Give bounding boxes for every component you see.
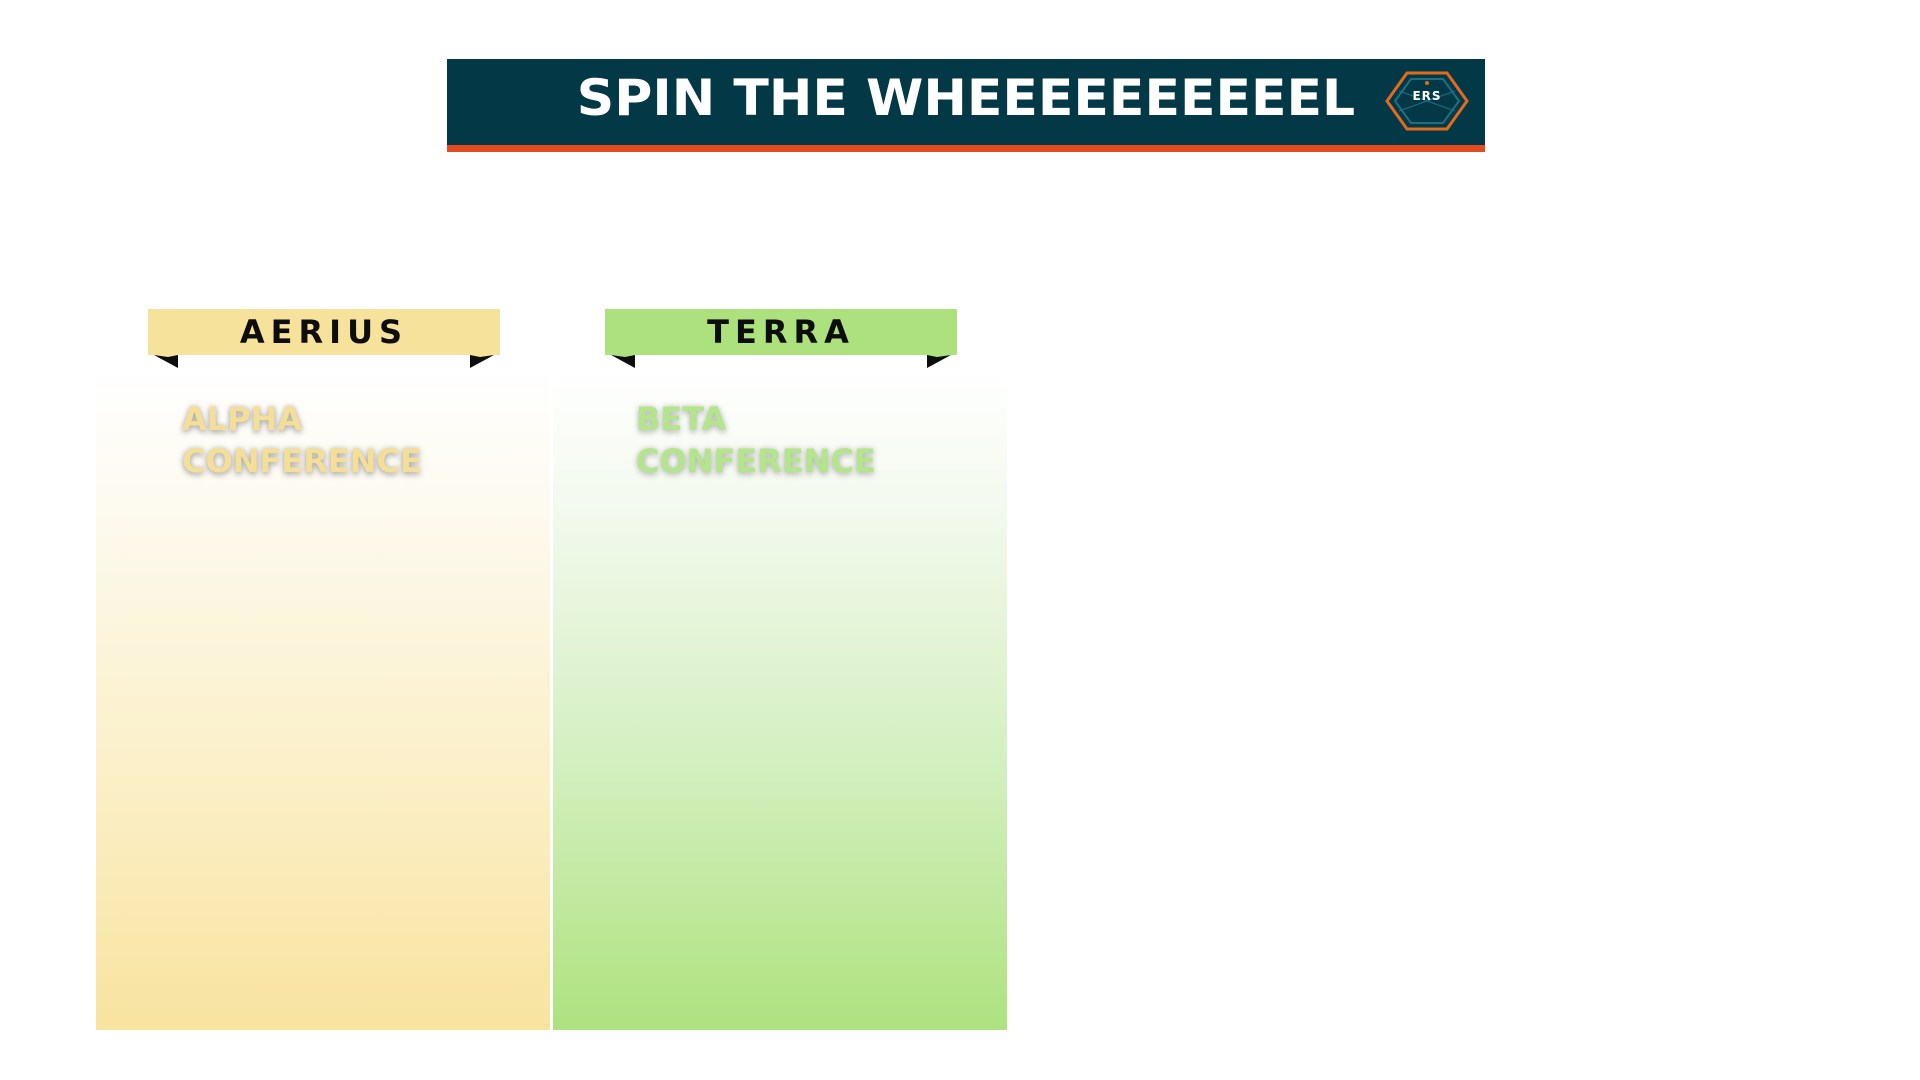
logo-text: ERS [1412, 89, 1442, 103]
beta-conference-label: BETA CONFERENCE [636, 400, 876, 480]
aerius-label: AERIUS [239, 313, 409, 351]
terra-label: TERRA [707, 313, 855, 351]
ribbon-fold-left-icon [154, 355, 178, 368]
ribbon-fold-left-icon [611, 355, 635, 368]
alpha-column-panel [96, 368, 550, 1030]
ribbon-body [148, 309, 500, 355]
title-banner: SPIN THE WHEEEEEEEEEEL ERS [447, 59, 1485, 152]
alpha-conference-label: ALPHA CONFERENCE [182, 400, 422, 480]
ribbon-fold-right-icon [927, 355, 951, 368]
ribbon-body [605, 309, 957, 355]
aerius-ribbon: AERIUS [148, 309, 500, 368]
beta-column-panel [553, 368, 1007, 1030]
ers-logo: ERS [1385, 69, 1469, 133]
ribbon-fold-right-icon [470, 355, 494, 368]
page-title: SPIN THE WHEEEEEEEEEEL [576, 69, 1356, 127]
terra-ribbon: TERRA [605, 309, 957, 368]
